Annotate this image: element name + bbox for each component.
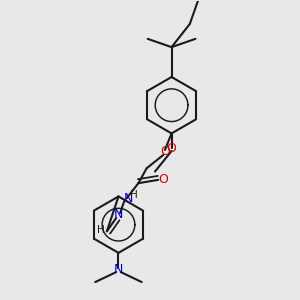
Text: O: O xyxy=(167,142,176,155)
Text: N: N xyxy=(124,192,133,205)
Text: N: N xyxy=(114,263,123,276)
Text: N: N xyxy=(114,208,123,221)
Text: O: O xyxy=(160,145,170,158)
Text: O: O xyxy=(158,173,168,186)
Text: H: H xyxy=(97,225,105,235)
Text: H: H xyxy=(130,190,138,200)
